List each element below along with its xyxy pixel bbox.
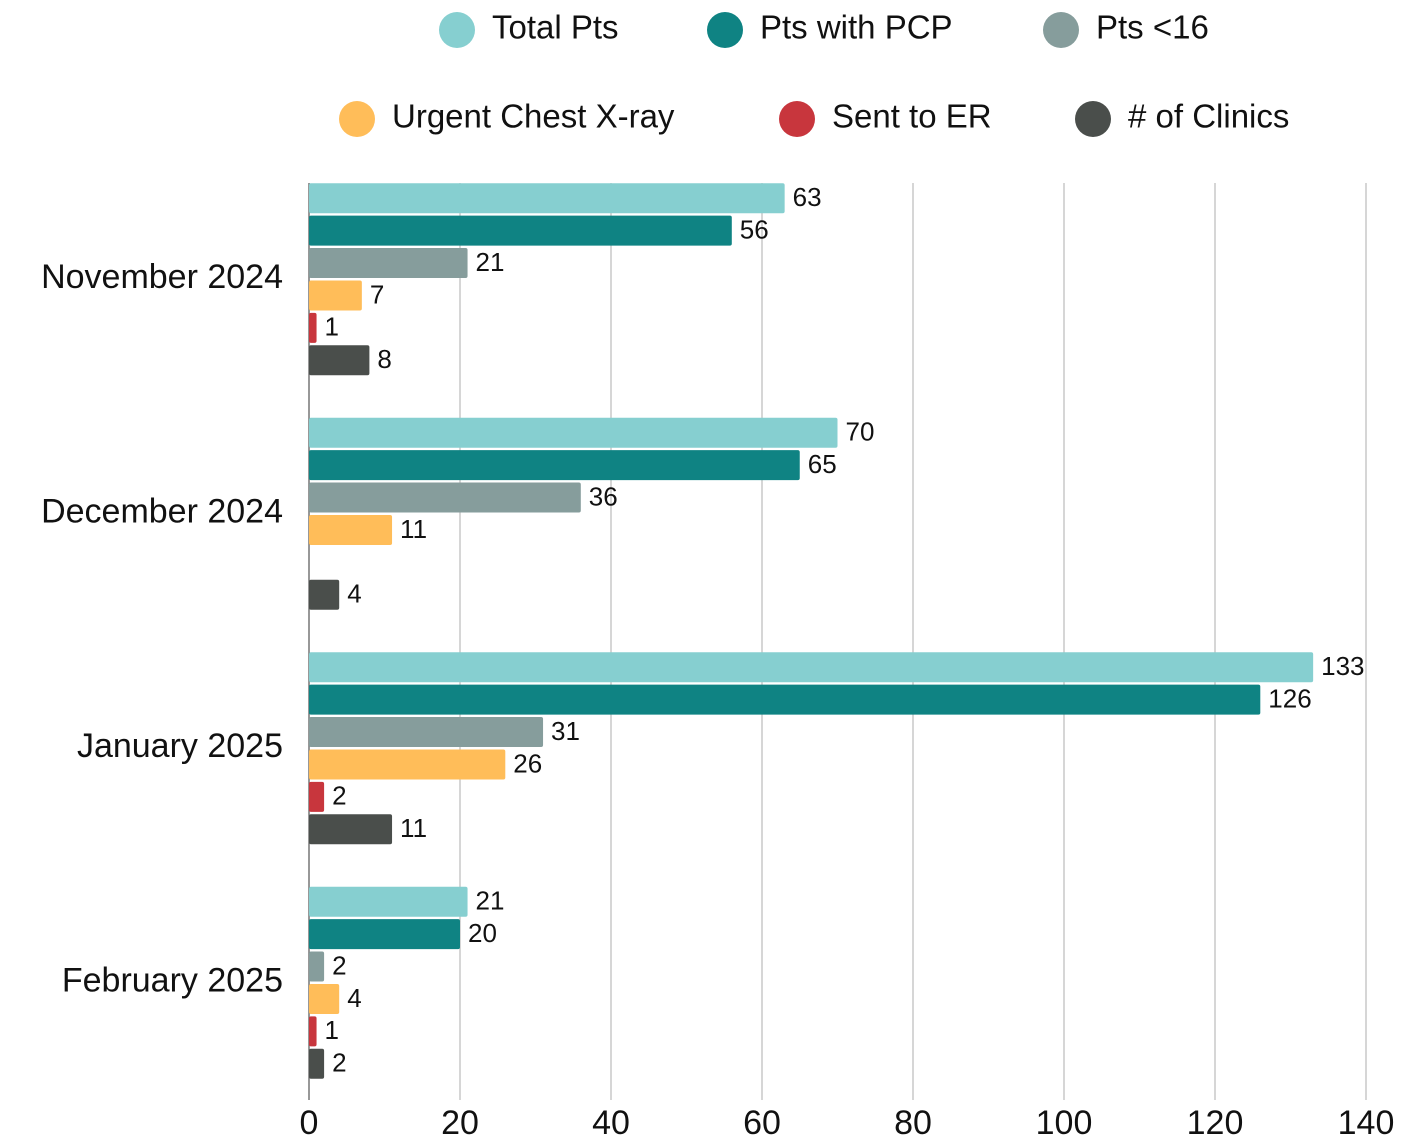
bar <box>309 684 1261 715</box>
legend-swatch <box>339 101 375 137</box>
data-label: 2 <box>332 950 346 980</box>
x-tick-label: 40 <box>592 1104 630 1140</box>
bar <box>309 814 393 845</box>
y-tick-label: February 2025 <box>62 962 283 1000</box>
x-tick-label: 100 <box>1036 1104 1093 1140</box>
bar <box>309 749 506 780</box>
data-label: 20 <box>468 918 497 948</box>
legend-swatch <box>779 101 815 137</box>
data-label: 126 <box>1268 684 1311 714</box>
bar <box>309 280 362 311</box>
bar <box>309 717 544 748</box>
bar <box>309 183 785 214</box>
bar <box>309 450 800 481</box>
legend-swatch <box>439 12 475 48</box>
bar <box>309 781 325 812</box>
data-label: 36 <box>589 481 618 511</box>
bar <box>309 248 468 279</box>
data-label: 21 <box>476 247 505 277</box>
data-label: 7 <box>370 279 384 309</box>
bar <box>309 1048 325 1079</box>
data-label: 133 <box>1321 651 1364 681</box>
x-tick-label: 80 <box>894 1104 932 1140</box>
y-tick-label: January 2025 <box>77 727 283 765</box>
x-tick-label: 140 <box>1338 1104 1395 1140</box>
bar <box>309 1016 317 1047</box>
y-tick-label: November 2024 <box>41 258 283 296</box>
bar <box>309 983 340 1014</box>
bar <box>309 417 838 448</box>
data-label: 63 <box>793 182 822 212</box>
data-label: 11 <box>400 813 427 843</box>
bar <box>309 579 340 610</box>
bar <box>309 215 732 246</box>
bar <box>309 482 581 513</box>
bar <box>309 652 1314 683</box>
data-label: 65 <box>808 449 837 479</box>
legend-label: Total Pts <box>492 9 619 46</box>
bar <box>309 312 317 343</box>
bar <box>309 514 393 545</box>
legend-swatch <box>1043 12 1079 48</box>
legend-label: Pts with PCP <box>760 9 953 46</box>
legend-swatch <box>1075 101 1111 137</box>
data-label: 11 <box>400 514 427 544</box>
bar <box>309 345 370 376</box>
data-label: 8 <box>377 344 391 374</box>
data-label: 56 <box>740 215 769 245</box>
legend-label: Sent to ER <box>832 98 992 135</box>
data-label: 2 <box>332 1048 346 1078</box>
data-label: 26 <box>513 748 542 778</box>
x-tick-label: 0 <box>300 1104 319 1140</box>
bar <box>309 886 468 917</box>
data-label: 4 <box>347 983 361 1013</box>
y-tick-label: December 2024 <box>41 493 283 531</box>
x-tick-label: 60 <box>743 1104 781 1140</box>
x-tick-label: 20 <box>441 1104 479 1140</box>
bar <box>309 919 460 950</box>
legend-label: Urgent Chest X-ray <box>392 98 675 135</box>
x-tick-label: 120 <box>1187 1104 1244 1140</box>
data-label: 4 <box>347 579 361 609</box>
data-label: 31 <box>551 716 580 746</box>
legend-label: Pts <16 <box>1096 9 1209 46</box>
bar <box>309 951 325 982</box>
data-label: 1 <box>325 312 339 342</box>
data-label: 2 <box>332 781 346 811</box>
data-label: 70 <box>846 417 875 447</box>
legend-swatch <box>707 12 743 48</box>
data-label: 1 <box>325 1015 339 1045</box>
data-label: 21 <box>476 886 505 916</box>
legend-label: # of Clinics <box>1128 98 1289 135</box>
